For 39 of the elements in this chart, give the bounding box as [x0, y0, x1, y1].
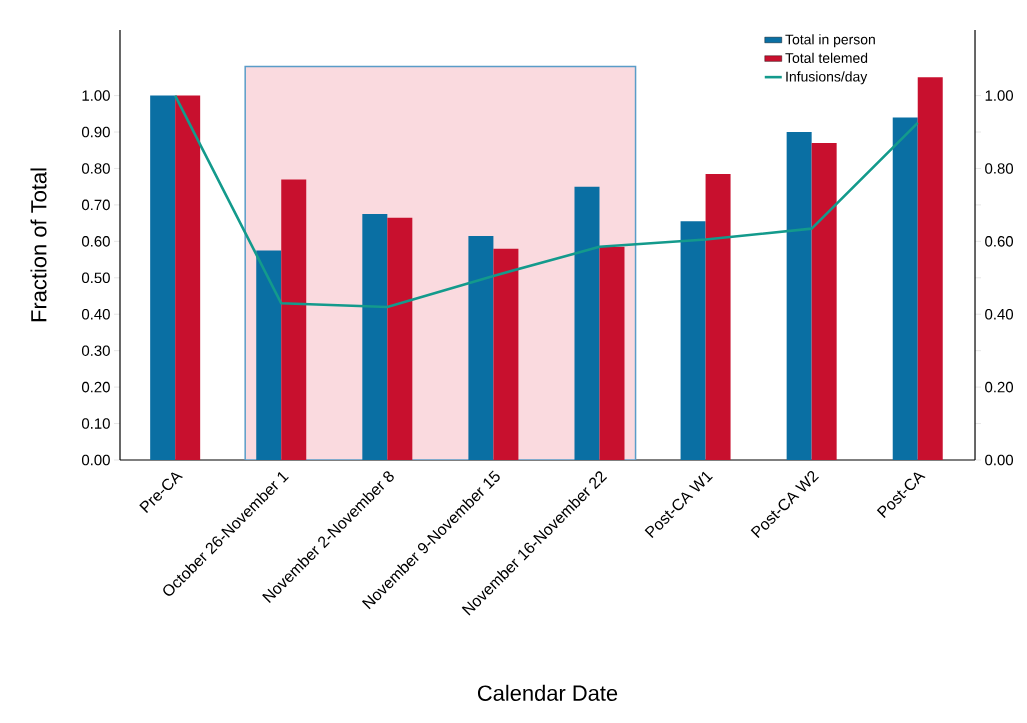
y2-tick-label: 0.20	[985, 381, 1014, 393]
bar	[387, 217, 413, 460]
bar	[281, 179, 307, 460]
bar	[468, 235, 494, 460]
y2-tick-label: 0.60	[985, 236, 1014, 247]
bar	[493, 248, 519, 460]
bar	[256, 250, 282, 460]
y2-tick-label: 0.00	[985, 454, 1014, 466]
bar	[917, 77, 943, 460]
bar	[599, 246, 625, 460]
bar	[150, 95, 176, 460]
y-tick-label: 0.10	[81, 418, 110, 429]
bar	[362, 214, 388, 460]
bar	[705, 173, 731, 460]
bar	[786, 132, 812, 460]
y-tick-label: 0.30	[81, 345, 110, 356]
bar	[892, 117, 918, 460]
y-tick-label: 0.50	[81, 272, 110, 284]
y-tick-label: 0.80	[81, 163, 110, 174]
bar	[574, 186, 600, 460]
y-tick-label: 0.00	[81, 454, 110, 466]
bar	[175, 95, 201, 460]
y-axis-title: Fraction of Total	[30, 168, 47, 322]
y-tick-label: 0.40	[81, 308, 110, 320]
bar	[680, 221, 706, 460]
y2-tick-label: 0.80	[985, 163, 1014, 174]
y2-tick-label: 0.40	[985, 308, 1014, 320]
bar	[811, 142, 837, 460]
legend-label: Total in person	[785, 34, 875, 48]
line-series	[173, 94, 920, 309]
legend-label: Total telemed	[785, 52, 868, 64]
y-tick-label: 0.20	[81, 381, 110, 393]
y2-tick-label: 1.00	[985, 90, 1014, 101]
y-tick-label: 1.00	[82, 90, 110, 101]
y-tick-label: 0.60	[81, 236, 110, 247]
y-tick-label: 0.70	[81, 199, 110, 211]
x-axis-title: Calendar Date	[477, 684, 618, 701]
legend-label: Infusions/day	[786, 71, 868, 85]
y-tick-label: 0.90	[81, 126, 110, 138]
